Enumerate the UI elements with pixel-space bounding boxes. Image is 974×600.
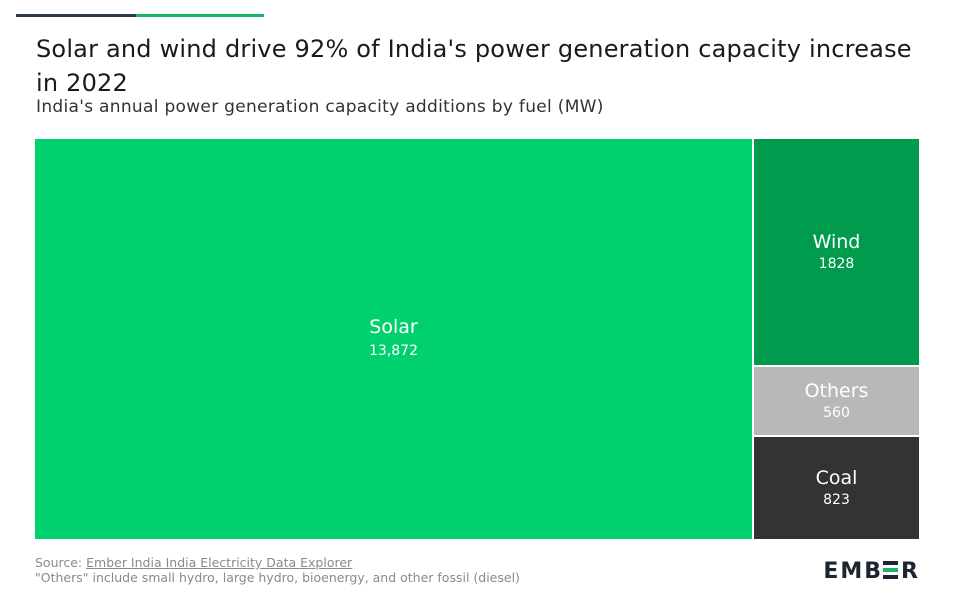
label-wind: Wind	[813, 231, 861, 253]
treemap-chart: Solar 13,872 Wind 1828 Others 560 Coal 823	[35, 139, 919, 539]
source-link[interactable]: Ember India India Electricity Data Explo…	[86, 555, 353, 570]
label-solar: Solar	[369, 316, 418, 338]
treemap-cell-solar: Solar 13,872	[35, 139, 752, 539]
ember-logo: EMB R	[823, 559, 920, 584]
chart-footer: Source: Ember India India Electricity Da…	[35, 555, 520, 585]
treemap-rect-others	[754, 367, 919, 435]
chart-title: Solar and wind drive 92% of India's powe…	[36, 35, 912, 97]
value-label-coal: 823	[823, 492, 850, 508]
treemap-cell-others: Others 560	[754, 367, 919, 435]
logo-text-right: R	[901, 559, 920, 584]
treemap-cell-coal: Coal 823	[754, 437, 919, 539]
source-line: Source: Ember India India Electricity Da…	[35, 555, 520, 570]
value-label-solar: 13,872	[369, 343, 418, 359]
label-coal: Coal	[816, 467, 858, 489]
source-prefix: Source:	[35, 555, 87, 570]
treemap-cell-wind: Wind 1828	[754, 139, 919, 365]
label-others: Others	[805, 380, 869, 402]
logo-e-mark	[883, 561, 899, 579]
treemap-rect-solar	[35, 139, 752, 539]
treemap-rect-coal	[754, 437, 919, 539]
chart-card: Solar and wind drive 92% of India's powe…	[16, 10, 960, 594]
accent-bar-green-segment	[136, 14, 264, 17]
top-accent-bar	[16, 14, 264, 17]
chart-subtitle: India's annual power generation capacity…	[36, 97, 604, 117]
treemap-rect-wind	[754, 139, 919, 365]
value-label-wind: 1828	[819, 256, 855, 272]
value-label-others: 560	[823, 405, 850, 421]
footnote: "Others" include small hydro, large hydr…	[35, 570, 520, 585]
logo-text-left: EMB	[823, 559, 884, 584]
